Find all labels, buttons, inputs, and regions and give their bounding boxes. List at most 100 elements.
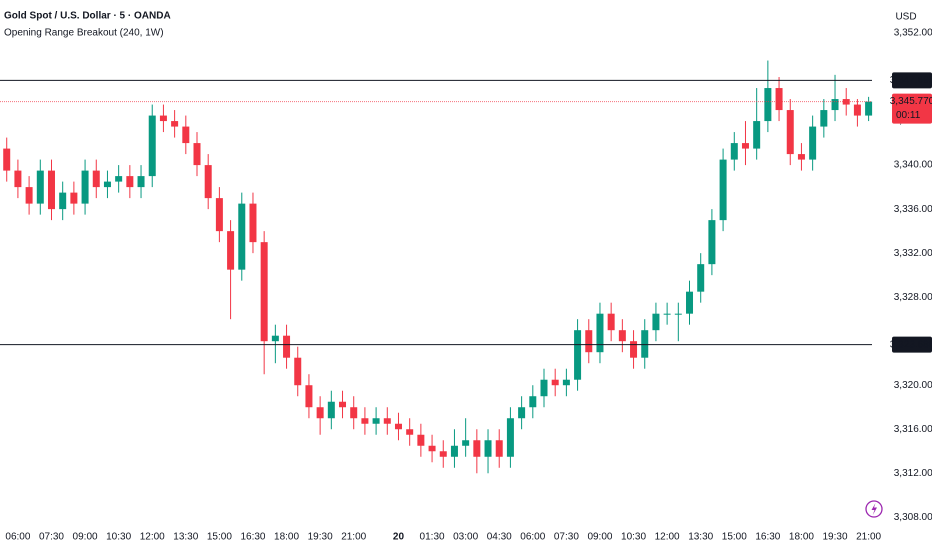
candle-body (428, 445, 436, 452)
candle-body (529, 396, 537, 408)
x-tick-label: 12:00 (655, 532, 680, 543)
candle-body (227, 231, 235, 270)
candle-body (137, 176, 145, 188)
x-tick-label: 03:00 (453, 532, 478, 543)
x-tick-label: 10:30 (621, 532, 646, 543)
candle-body (14, 170, 22, 188)
y-tick-label: 3,308.000 (894, 512, 932, 523)
candle-body (764, 88, 772, 122)
candle-body (641, 330, 649, 358)
candle-body (820, 110, 828, 127)
candle-body (215, 198, 223, 232)
level-label-box (892, 336, 932, 353)
last-price-box (892, 93, 932, 124)
candle-body (719, 159, 727, 221)
candle-body (361, 418, 369, 424)
candle-body (316, 407, 324, 419)
candle-body (372, 418, 380, 424)
candle-body (92, 170, 100, 188)
candle-body (115, 176, 123, 182)
candle-body (417, 434, 425, 446)
chart-title: Gold Spot / U.S. Dollar · 5 · OANDA (4, 11, 171, 22)
x-tick-label: 09:00 (73, 532, 98, 543)
candle-body (663, 313, 671, 315)
candle-body (853, 104, 861, 116)
x-tick-label: 06:00 (5, 532, 30, 543)
candle-body (462, 440, 470, 446)
currency-box (885, 6, 932, 28)
level-label: 3,347.695 (890, 75, 932, 86)
candle-body (36, 170, 44, 204)
candle-body (406, 429, 414, 435)
x-tick-label: 19:30 (308, 532, 333, 543)
lightning-icon[interactable] (865, 500, 883, 518)
candle-body (585, 330, 593, 353)
candle-body (47, 170, 55, 210)
x-tick-label: 15:00 (207, 532, 232, 543)
candle-body (81, 170, 89, 204)
y-tick-label: 3,340.000 (894, 160, 932, 171)
candle-body (775, 88, 783, 111)
candle-body (339, 401, 347, 408)
x-tick-label: 07:30 (554, 532, 579, 543)
plot-area (3, 60, 873, 474)
x-tick-label: 04:30 (487, 532, 512, 543)
x-tick-label: 20 (393, 532, 405, 543)
y-tick-label: 3,332.000 (894, 248, 932, 259)
level-label-box (892, 72, 932, 89)
x-tick-label: 10:30 (106, 532, 131, 543)
candle-body (159, 115, 167, 122)
currency-label[interactable]: USD (895, 12, 916, 23)
candle-body (741, 143, 749, 149)
candle-body (674, 313, 682, 315)
indicator-label: Opening Range Breakout (240, 1W) (4, 28, 164, 39)
x-tick-label: 21:00 (856, 532, 881, 543)
x-tick-label: 21:00 (341, 532, 366, 543)
candle-body (59, 192, 67, 210)
x-tick-label: 07:30 (39, 532, 64, 543)
candle-body (607, 313, 615, 331)
candle-body (25, 187, 33, 204)
candle-body (249, 203, 257, 243)
last-price-label: 3,345.770 (890, 96, 932, 107)
candle-body (350, 407, 358, 419)
candle-body (171, 121, 179, 127)
candle-body (618, 330, 626, 342)
candle-body (540, 379, 548, 397)
y-tick-label: 3,336.000 (894, 204, 932, 215)
candle-body (506, 418, 514, 457)
candle-body (450, 445, 458, 457)
candle-body (574, 330, 582, 380)
level-label: 3,323.685 (890, 339, 932, 350)
x-tick-label: 09:00 (587, 532, 612, 543)
y-tick-label: 3,328.000 (894, 292, 932, 303)
y-tick-label: 3,352.000 (894, 28, 932, 39)
candle-body (797, 154, 805, 160)
candle-body (730, 143, 738, 160)
candle-body (652, 313, 660, 331)
y-tick-label: 3,316.000 (894, 424, 932, 435)
x-tick-label: 06:00 (520, 532, 545, 543)
candle-body (260, 242, 268, 342)
x-tick-label: 13:30 (173, 532, 198, 543)
x-tick-label: 16:30 (755, 532, 780, 543)
x-tick-label: 15:00 (722, 532, 747, 543)
x-tick-label: 01:30 (420, 532, 445, 543)
candle-body (294, 357, 302, 386)
candle-body (283, 335, 291, 358)
candle-body (271, 335, 279, 342)
countdown-label: 00:11 (896, 110, 921, 121)
x-tick-label: 13:30 (688, 532, 713, 543)
candle-body (551, 379, 559, 386)
x-tick-label: 19:30 (823, 532, 848, 543)
candle-body (327, 401, 335, 419)
candle-body (562, 379, 570, 386)
candle-body (238, 203, 246, 270)
candle-body (305, 385, 313, 408)
candle-body (495, 440, 503, 457)
candle-body (686, 291, 694, 314)
x-tick-label: 18:00 (274, 532, 299, 543)
